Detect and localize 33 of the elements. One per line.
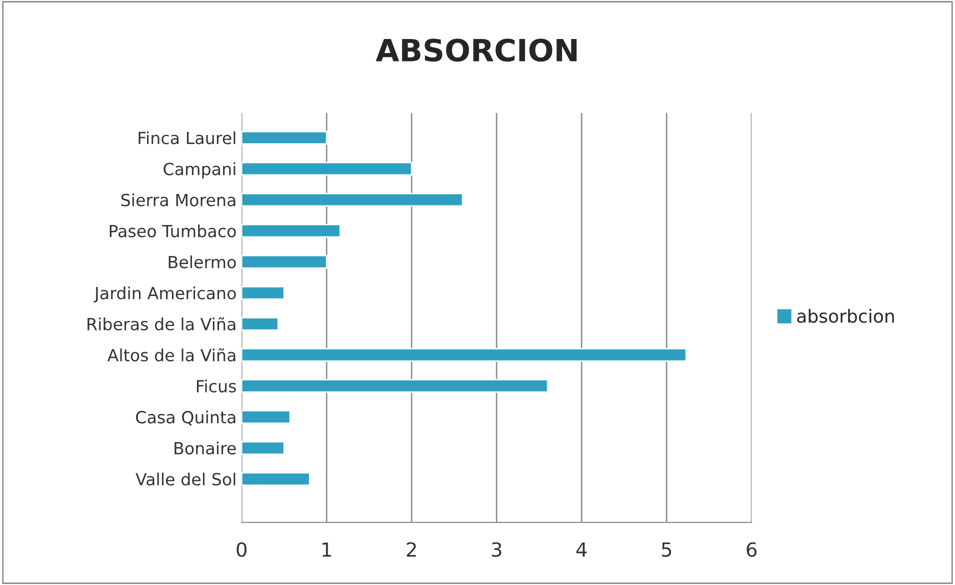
x-tick-label: 5 (662, 542, 672, 557)
y-tick-label: Campani (164, 162, 236, 179)
y-tick-label: Ficus (196, 380, 236, 392)
x-tick-label: 6 (746, 542, 757, 557)
bar (242, 316, 279, 331)
bar (242, 441, 285, 455)
legend-label: absorbcion (797, 308, 894, 323)
x-tick-label: 1 (322, 542, 331, 557)
y-tick-label: Finca Laurel (138, 131, 236, 144)
y-tick-label: Sierra Morena (121, 193, 236, 206)
x-tick-label: 0 (236, 542, 247, 557)
bar (242, 130, 328, 145)
bar (242, 254, 328, 269)
y-tick-label: Paseo Tumbaco (110, 224, 236, 238)
bar (242, 192, 464, 207)
y-tick-label: Altos de la Viña (107, 348, 236, 362)
bar (242, 286, 285, 300)
chart-title: ABSORCION (376, 38, 577, 62)
bar (242, 162, 412, 176)
x-tick-label: 2 (406, 542, 416, 557)
x-tick-label: 4 (576, 542, 587, 557)
bar (242, 410, 291, 424)
y-tick-label: Riberas de la Viña (88, 317, 236, 330)
y-tick-label: Jardin Americano (94, 286, 236, 303)
bar (242, 472, 310, 486)
bar (242, 348, 687, 362)
bar (242, 379, 548, 393)
y-tick-label: Valle del Sol (136, 472, 236, 486)
x-tick-label: 3 (492, 542, 502, 557)
y-tick-label: Bonaire (174, 442, 236, 455)
y-tick-label: Belermo (168, 255, 236, 268)
bar (242, 224, 341, 238)
y-tick-label: Casa Quinta (136, 410, 236, 426)
